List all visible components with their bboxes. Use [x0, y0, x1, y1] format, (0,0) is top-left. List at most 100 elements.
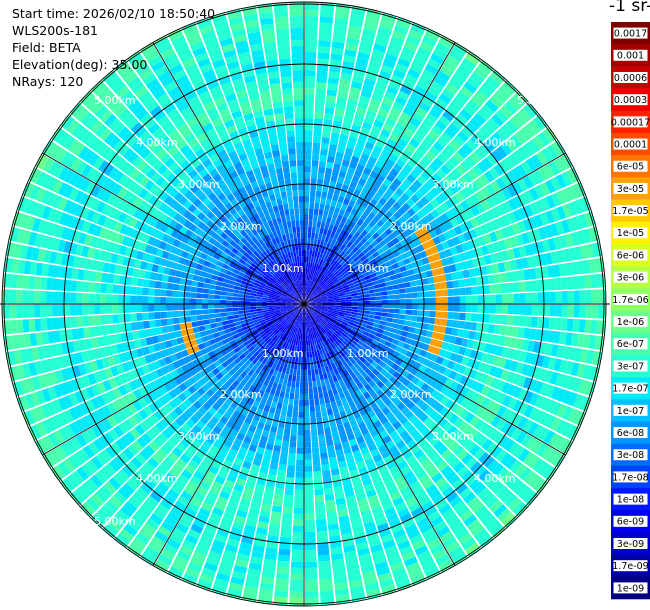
ppi-gate-cell	[406, 198, 416, 208]
ppi-gate-cell	[336, 287, 344, 291]
ppi-ray	[304, 57, 496, 304]
ppi-gate-cell	[337, 90, 349, 99]
ppi-gate-cell	[290, 350, 294, 357]
ppi-gate-cell	[429, 410, 439, 420]
ppi-gate-cell	[179, 373, 188, 382]
ppi-gate-cell	[393, 309, 400, 314]
ppi-gate-cell	[489, 314, 496, 324]
ppi-gate-cell	[113, 455, 126, 468]
ppi-gate-cell	[84, 234, 93, 246]
ppi-gate-cell	[246, 352, 253, 359]
ppi-gate-cell	[566, 376, 577, 391]
ppi-gate-cell	[379, 102, 392, 112]
ppi-gate-cell	[350, 444, 360, 453]
ppi-gate-cell	[478, 85, 492, 99]
ppi-gate-cell	[119, 323, 127, 333]
ppi-gate-cell	[151, 335, 159, 344]
ppi-gate-cell	[492, 241, 501, 253]
ppi-gate-cell	[401, 270, 409, 278]
ppi-gate-cell	[423, 310, 430, 317]
ppi-ray	[304, 225, 604, 304]
ppi-gate-cell	[434, 226, 443, 236]
ppi-gate-cell	[381, 308, 388, 313]
ppi-gate-cell	[357, 226, 365, 234]
ppi-gate-cell	[518, 281, 526, 292]
ppi-gate-cell	[338, 460, 347, 469]
ppi-gate-cell	[396, 197, 406, 207]
ppi-gate-cell	[292, 305, 299, 309]
ppi-gate-cell	[116, 509, 130, 523]
ppi-gate-cell	[424, 263, 432, 271]
ppi-gate-cell	[260, 348, 267, 356]
ppi-gate-cell	[509, 459, 522, 474]
ppi-gate-cell	[231, 570, 246, 580]
ppi-gate-cell	[245, 389, 253, 398]
ppi-gate-cell	[376, 328, 384, 334]
ppi-gate-cell	[318, 355, 323, 362]
ppi-gate-cell	[252, 319, 260, 324]
ppi-gate-cell	[160, 444, 172, 456]
ppi-gate-cell	[279, 415, 286, 423]
ppi-gate-cell	[413, 164, 424, 175]
ppi-gate-cell	[319, 348, 324, 356]
ppi-gate-cell	[304, 597, 319, 604]
ppi-gate-cell	[363, 432, 372, 441]
ppi-gate-cell	[431, 424, 442, 436]
ppi-gate-cell	[263, 491, 274, 500]
ppi-gate-cell	[107, 390, 117, 402]
ppi-gate-cell	[318, 46, 331, 54]
ppi-gate-cell	[64, 292, 71, 304]
ppi-gate-cell	[488, 428, 500, 441]
ppi-gate-cell	[187, 385, 197, 395]
ppi-gate-cell	[397, 460, 409, 470]
ppi-gate-cell	[348, 574, 362, 583]
ppi-gate-cell	[330, 53, 343, 61]
ppi-gate-cell	[478, 509, 492, 523]
ppi-gate-cell	[226, 308, 233, 312]
ppi-gate-cell	[497, 335, 506, 346]
ppi-gate-cell	[250, 311, 257, 316]
ppi-gate-cell	[386, 460, 397, 470]
ppi-gate-cell	[214, 578, 229, 588]
ppi-gate-cell	[345, 301, 352, 304]
ppi-gate-cell	[226, 304, 233, 308]
ppi-gate-cell	[309, 393, 314, 400]
ppi-gate-cell	[518, 402, 529, 415]
ppi-gate-cell	[529, 392, 539, 406]
ppi-gate-cell	[418, 185, 429, 196]
ppi-gate-cell	[217, 406, 227, 416]
ppi-gate-cell	[408, 29, 423, 41]
ppi-gate-cell	[337, 176, 345, 184]
ppi-gate-cell	[60, 368, 70, 382]
ppi-gate-cell	[406, 269, 414, 276]
ppi-gate-cell	[236, 367, 244, 376]
ppi-gate-cell	[496, 128, 509, 141]
ppi-gate-cell	[17, 259, 26, 274]
ppi-gate-cell	[238, 343, 246, 350]
ppi-gate-cell	[332, 406, 339, 414]
ppi-gate-cell	[340, 397, 348, 405]
ppi-gate-cell	[304, 489, 314, 496]
ppi-gate-cell	[416, 316, 424, 323]
ppi-gate-cell	[304, 399, 309, 406]
ppi-gate-cell	[423, 304, 430, 311]
ppi-gate-cell	[304, 477, 313, 484]
ppi-gate-cell	[352, 355, 359, 362]
ppi-gate-cell	[381, 312, 388, 317]
ppi-gate-cell	[304, 405, 310, 412]
ppi-gate-cell	[396, 425, 406, 435]
ppi-gate-cell	[584, 274, 592, 289]
ppi-gate-cell	[429, 145, 440, 157]
ppi-gate-cell	[346, 266, 353, 273]
ppi-ray	[304, 304, 484, 561]
ppi-ray	[2, 288, 304, 304]
ppi-gate-cell	[487, 324, 495, 334]
ppi-gate-cell	[538, 166, 550, 181]
ppi-gate-cell	[373, 420, 382, 429]
ppi-gate-cell	[346, 141, 356, 150]
ppi-gate-cell	[388, 367, 396, 376]
ppi-gate-cell	[295, 351, 299, 358]
ppi-gate-cell	[582, 228, 592, 244]
ppi-gate-cell	[326, 311, 333, 315]
ppi-gate-cell	[281, 309, 288, 313]
